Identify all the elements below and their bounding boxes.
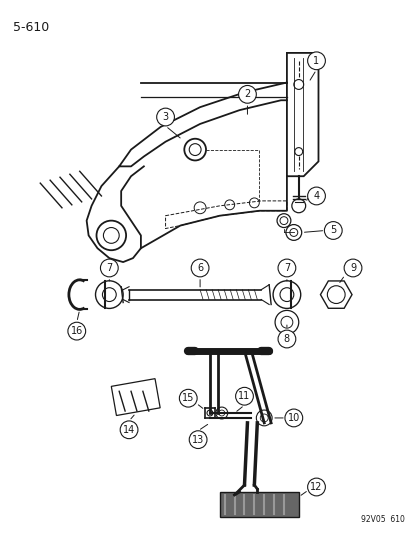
Circle shape <box>343 259 361 277</box>
Text: 12: 12 <box>310 482 322 492</box>
Circle shape <box>100 259 118 277</box>
Circle shape <box>307 52 325 70</box>
Circle shape <box>191 259 209 277</box>
Text: 16: 16 <box>71 326 83 336</box>
Text: 15: 15 <box>182 393 194 403</box>
Text: 13: 13 <box>192 434 204 445</box>
Circle shape <box>284 409 302 427</box>
Text: 11: 11 <box>238 391 250 401</box>
Text: 92V05  610: 92V05 610 <box>361 515 404 524</box>
Text: 8: 8 <box>283 334 289 344</box>
Circle shape <box>278 330 295 348</box>
Text: 1: 1 <box>313 56 319 66</box>
Circle shape <box>307 187 325 205</box>
Circle shape <box>156 108 174 126</box>
Text: 14: 14 <box>123 425 135 435</box>
Circle shape <box>278 259 295 277</box>
Text: 4: 4 <box>313 191 319 201</box>
Circle shape <box>235 387 253 405</box>
Circle shape <box>189 431 206 449</box>
Bar <box>219 492 298 516</box>
Text: 2: 2 <box>244 90 250 99</box>
Circle shape <box>179 389 197 407</box>
Circle shape <box>120 421 138 439</box>
Text: 5-610: 5-610 <box>13 21 49 34</box>
Text: 7: 7 <box>283 263 290 273</box>
Circle shape <box>324 222 341 239</box>
Bar <box>111 378 160 416</box>
Circle shape <box>68 322 85 340</box>
Text: 6: 6 <box>197 263 203 273</box>
Text: 3: 3 <box>162 112 168 122</box>
Text: 9: 9 <box>349 263 355 273</box>
Circle shape <box>307 478 325 496</box>
Text: 5: 5 <box>329 225 336 236</box>
Text: 10: 10 <box>287 413 299 423</box>
Circle shape <box>238 85 256 103</box>
Text: 7: 7 <box>106 263 112 273</box>
